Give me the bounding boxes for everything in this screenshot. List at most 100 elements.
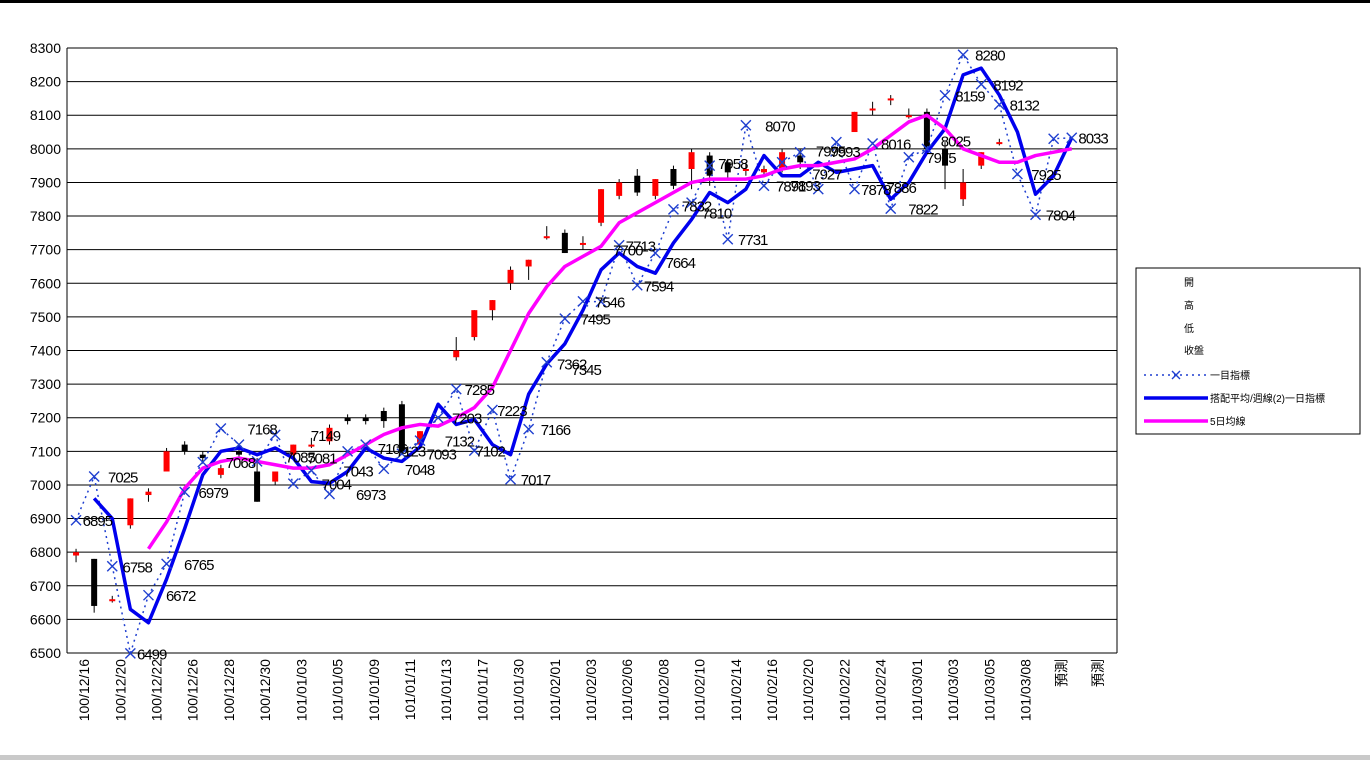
x-marker (124, 647, 136, 659)
value-label: 7149 (311, 428, 341, 445)
value-label: 7123 (396, 443, 426, 460)
x-tick-label: 101/02/06 (619, 659, 635, 721)
x-marker (993, 98, 1005, 110)
candle-body (145, 491, 152, 496)
x-tick-label: 101/01/11 (402, 659, 418, 720)
candle-body (91, 558, 98, 606)
series-line (75, 53, 1072, 657)
candle-body (453, 350, 460, 358)
x-tick-label: 100/12/22 (149, 659, 165, 721)
y-tick-label: 7100 (30, 443, 61, 459)
value-label: 8132 (1010, 97, 1040, 114)
x-marker (722, 233, 734, 245)
y-tick-label: 6700 (30, 578, 61, 594)
candle-body (742, 169, 749, 171)
value-label: 7048 (405, 462, 435, 479)
candle-body (525, 259, 532, 267)
candle-body (489, 300, 496, 311)
y-tick-label: 7000 (30, 477, 61, 493)
value-label: 7025 (108, 470, 138, 487)
indicator-markers (70, 49, 1078, 659)
value-label: 7203 (452, 411, 482, 428)
candle-body (507, 269, 514, 284)
x-marker (667, 203, 679, 215)
x-tick-label: 101/02/03 (583, 659, 599, 721)
y-tick-label: 8200 (30, 74, 61, 90)
value-label: 7822 (908, 202, 938, 219)
value-label: 7713 (626, 238, 656, 255)
candle-body (417, 431, 424, 445)
candle-body (923, 111, 930, 149)
candle-body (290, 444, 297, 455)
x-marker (342, 445, 354, 457)
candle-body (362, 417, 369, 422)
legend-x-marker (1171, 370, 1181, 380)
value-label: 7345 (571, 362, 601, 379)
value-label: 7085 (285, 449, 315, 466)
value-label: 7958 (718, 156, 748, 173)
candle-body (797, 155, 804, 163)
candle-body (235, 451, 242, 455)
x-marker (577, 295, 589, 307)
x-tick-label: 101/03/05 (981, 659, 997, 721)
value-label: 7893 (791, 178, 821, 195)
value-label: 7993 (830, 144, 860, 161)
x-marker (849, 183, 860, 195)
x-marker (758, 180, 770, 192)
x-marker (830, 136, 842, 148)
candle-body (344, 417, 351, 422)
value-label: 7731 (738, 232, 768, 249)
x-marker (251, 455, 263, 467)
value-label: 7102 (476, 444, 506, 461)
legend-label: 5日均線 (1210, 415, 1246, 428)
value-label: 8025 (941, 133, 971, 150)
x-marker (215, 422, 227, 434)
x-tick-label: 101/03/03 (945, 659, 961, 721)
candle-body (326, 427, 333, 442)
value-label: 7017 (521, 472, 551, 489)
candle-body (634, 175, 641, 193)
y-tick-label: 6600 (30, 611, 61, 627)
x-marker (450, 383, 462, 395)
candle-body (561, 232, 568, 254)
value-label: 8033 (1078, 131, 1108, 148)
x-tick-label: 101/02/01 (547, 659, 563, 721)
value-label: 7166 (541, 422, 571, 439)
legend-label: 搭配平均/週線(2)一日指標 (1210, 392, 1325, 405)
x-marker (939, 89, 951, 101)
x-marker (142, 589, 154, 601)
candle-body (688, 152, 695, 169)
series-line (147, 113, 1073, 550)
x-marker (88, 471, 100, 483)
value-label: 6979 (199, 485, 229, 502)
y-tick-label: 6800 (30, 544, 61, 560)
value-label: 7700 (613, 243, 643, 260)
value-label: 7546 (595, 294, 625, 311)
value-label: 7927 (812, 166, 842, 183)
candle-body (869, 108, 876, 111)
x-tick-label: 預測 (1090, 659, 1106, 687)
candle-body (217, 468, 224, 475)
value-label: 8159 (955, 88, 985, 105)
value-label: 8192 (993, 77, 1023, 94)
value-label: 6973 (356, 487, 386, 504)
value-label: 7132 (445, 434, 475, 451)
x-marker (360, 439, 372, 451)
gridlines (66, 47, 1118, 654)
x-marker (324, 488, 335, 500)
candle-body (471, 310, 478, 338)
x-marker (233, 439, 245, 451)
y-tick-label: 7300 (30, 376, 61, 392)
x-marker (975, 78, 987, 90)
x-tick-label: 101/03/01 (909, 659, 925, 721)
legend-label: 低 (1184, 322, 1194, 335)
x-tick-label: 101/02/08 (655, 659, 671, 721)
y-tick-label: 8300 (30, 40, 61, 56)
candle-body (73, 552, 80, 556)
x-marker (106, 560, 118, 572)
value-label: 8280 (975, 48, 1005, 65)
value-label: 7004 (322, 477, 352, 494)
candle-body (579, 242, 586, 245)
